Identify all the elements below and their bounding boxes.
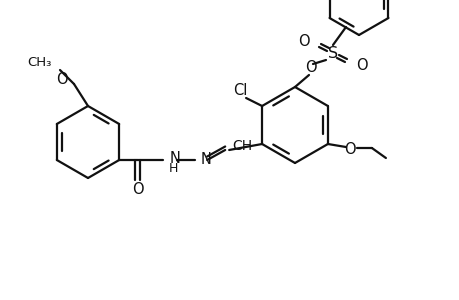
Text: CH: CH [232,139,252,153]
Text: O: O [132,182,144,196]
Text: O: O [56,71,68,86]
Text: O: O [297,34,309,49]
Text: Cl: Cl [232,82,247,98]
Text: CH₃: CH₃ [28,56,52,68]
Text: O: O [355,58,367,73]
Text: S: S [327,46,337,61]
Text: N: N [200,152,211,166]
Text: O: O [304,59,316,74]
Text: O: O [343,142,355,157]
Text: H: H [169,161,178,175]
Text: N: N [169,151,179,166]
